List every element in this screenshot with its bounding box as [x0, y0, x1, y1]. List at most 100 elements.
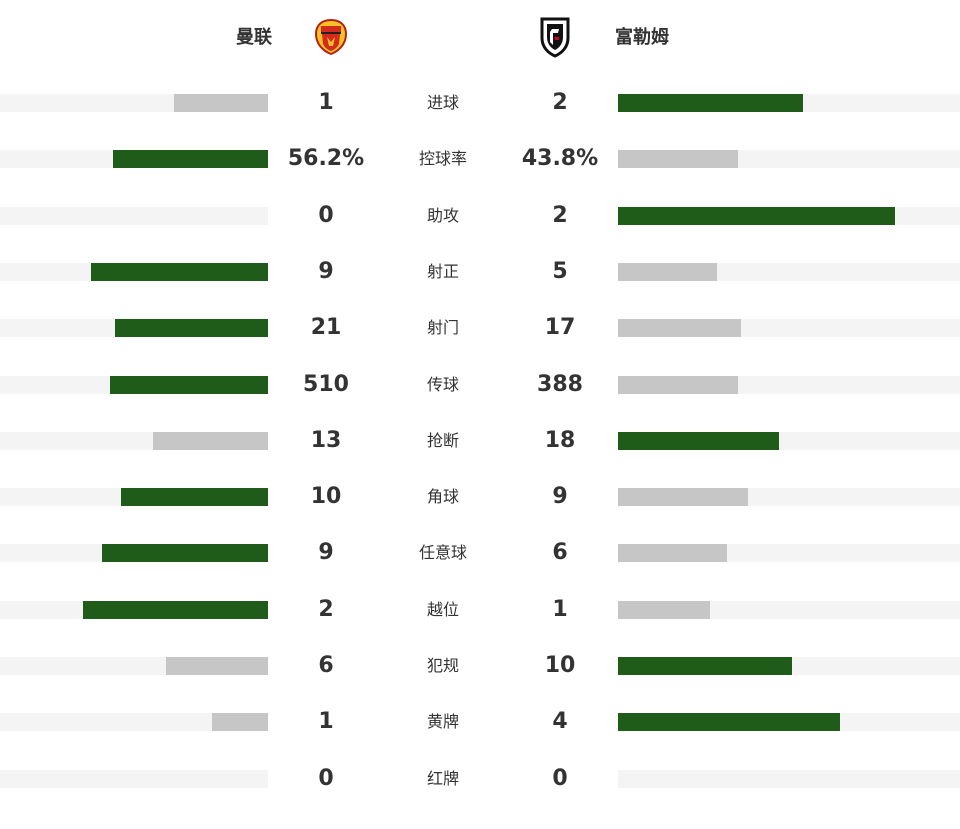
home-stat-track [0, 432, 268, 450]
away-stat-track [618, 207, 960, 225]
stat-label: 进球 [426, 93, 459, 112]
away-stat-bar [618, 319, 741, 337]
home-stat-value: 21 [310, 315, 342, 340]
away-stat-value: 43.8% [521, 146, 599, 171]
away-stat-bar [618, 94, 803, 112]
home-stat-value: 0 [318, 766, 334, 791]
stat-row: 56.2% 控球率 43.8% [0, 146, 960, 171]
away-stat-track [618, 319, 960, 337]
stat-label: 犯规 [426, 656, 459, 675]
away-stat-value: 0 [552, 766, 568, 791]
away-stat-bar [618, 150, 738, 168]
home-stat-track [0, 770, 268, 788]
home-stat-value: 10 [310, 484, 342, 509]
away-stat-value: 1 [552, 597, 568, 622]
home-stat-track [0, 207, 268, 225]
home-stat-track [0, 376, 268, 394]
home-stat-track [0, 94, 268, 112]
stat-row: 10 角球 9 [0, 484, 960, 509]
away-stat-value: 388 [537, 372, 583, 397]
home-stat-bar [121, 488, 268, 506]
home-stat-track [0, 544, 268, 562]
home-stat-bar [174, 94, 268, 112]
away-stat-value: 2 [552, 90, 568, 115]
away-stat-bar [618, 657, 792, 675]
home-stat-value: 9 [318, 259, 334, 284]
stat-row: 0 助攻 2 [0, 203, 960, 228]
home-stat-bar [102, 544, 268, 562]
home-stat-value: 1 [318, 709, 334, 734]
stat-row: 9 射正 5 [0, 259, 960, 284]
home-stat-bar [153, 432, 268, 450]
away-team-name[interactable]: 富勒姆 [615, 27, 669, 48]
stat-row: 21 射门 17 [0, 315, 960, 340]
stat-label: 射门 [426, 318, 459, 337]
away-stat-bar [618, 263, 717, 281]
home-stat-value: 6 [318, 653, 334, 678]
stat-label: 抢断 [426, 431, 459, 450]
away-stat-value: 5 [552, 259, 568, 284]
away-stat-value: 2 [552, 203, 568, 228]
home-stat-track [0, 657, 268, 675]
stat-row: 1 进球 2 [0, 90, 960, 115]
away-stat-value: 18 [544, 428, 576, 453]
stat-row: 510 传球 388 [0, 372, 960, 397]
away-stat-track [618, 770, 960, 788]
stat-row: 2 越位 1 [0, 597, 960, 622]
stat-label: 助攻 [426, 206, 459, 225]
home-stat-bar [110, 376, 268, 394]
stat-label: 任意球 [418, 543, 467, 562]
home-stat-value: 510 [303, 372, 349, 397]
stat-row: 0 红牌 0 [0, 766, 960, 791]
away-stat-track [618, 376, 960, 394]
home-team-name[interactable]: 曼联 [236, 27, 272, 48]
home-stat-track [0, 713, 268, 731]
away-stat-value: 10 [544, 653, 576, 678]
stat-row: 9 任意球 6 [0, 540, 960, 565]
home-stat-value: 13 [310, 428, 342, 453]
home-stat-track [0, 601, 268, 619]
away-stat-track [618, 94, 960, 112]
home-stat-track [0, 319, 268, 337]
home-stat-bar [115, 319, 268, 337]
away-stat-bar [618, 713, 840, 731]
away-stat-bar [618, 488, 748, 506]
stat-label: 射正 [426, 262, 459, 281]
home-stat-bar [91, 263, 268, 281]
away-stat-track [618, 150, 960, 168]
stat-label: 红牌 [426, 769, 459, 788]
stat-label: 角球 [426, 487, 459, 506]
stat-label: 传球 [426, 375, 459, 394]
away-stat-value: 6 [552, 540, 568, 565]
home-stat-bar [212, 713, 268, 731]
away-stat-track [618, 601, 960, 619]
away-stat-bar [618, 432, 779, 450]
home-stat-bar [83, 601, 268, 619]
away-stat-value: 4 [552, 709, 568, 734]
home-stat-bar [166, 657, 268, 675]
home-stat-track [0, 150, 268, 168]
fulham-crest-icon[interactable] [538, 16, 572, 58]
away-stat-bar [618, 544, 727, 562]
stat-row: 6 犯规 10 [0, 653, 960, 678]
away-stat-bar [618, 207, 895, 225]
away-stat-value: 17 [544, 315, 576, 340]
home-stat-value: 1 [318, 90, 334, 115]
stat-label: 越位 [426, 600, 459, 619]
away-stat-track [618, 432, 960, 450]
away-stat-track [618, 544, 960, 562]
manchester-united-crest-icon[interactable] [312, 18, 350, 56]
stat-row: 13 抢断 18 [0, 428, 960, 453]
away-stat-track [618, 263, 960, 281]
home-stat-value: 2 [318, 597, 334, 622]
away-stat-track [618, 713, 960, 731]
home-stat-value: 0 [318, 203, 334, 228]
away-stat-track [618, 488, 960, 506]
home-stat-value: 9 [318, 540, 334, 565]
away-stat-bar [618, 376, 738, 394]
away-stat-value: 9 [552, 484, 568, 509]
stat-row: 1 黄牌 4 [0, 709, 960, 734]
away-stat-track [618, 657, 960, 675]
home-stat-track [0, 488, 268, 506]
stat-label: 黄牌 [426, 712, 459, 731]
